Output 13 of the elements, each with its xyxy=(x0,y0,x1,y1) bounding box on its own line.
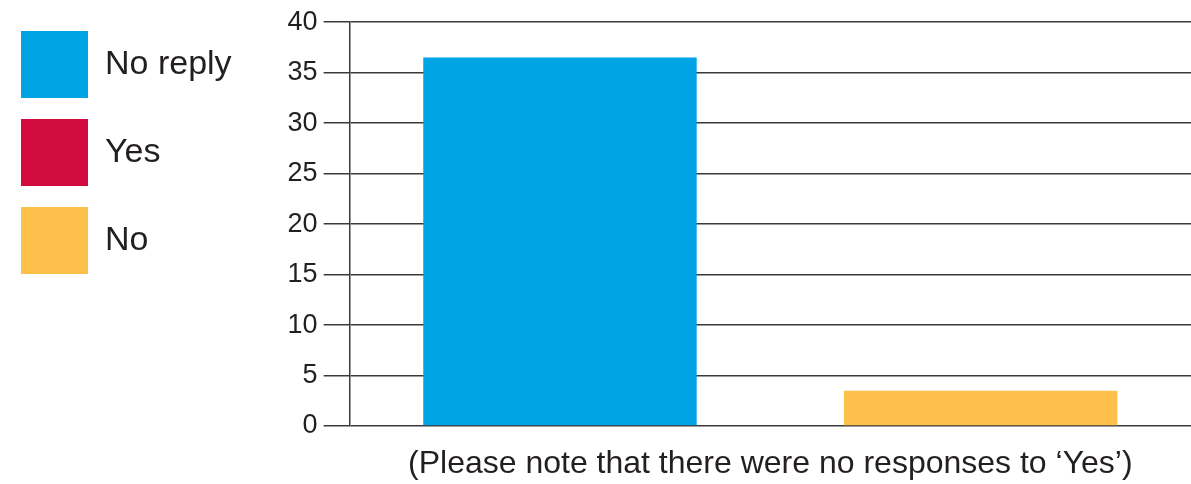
legend-label: No xyxy=(105,218,149,257)
y-tick-label: 40 xyxy=(287,5,318,36)
legend-label: No reply xyxy=(105,42,232,81)
y-tick-label: 30 xyxy=(287,106,318,137)
y-tick-label: 20 xyxy=(287,207,318,238)
text: (Please note that there were no responses to ‘Yes’) xyxy=(408,443,1133,480)
y-tick-label: 10 xyxy=(287,308,318,339)
y-tick-label: 25 xyxy=(287,157,318,188)
y-tick-label: 5 xyxy=(302,358,318,389)
legend-label: Yes xyxy=(105,130,161,169)
y-tick-label: 15 xyxy=(287,258,318,289)
y-tick-label: 35 xyxy=(287,56,318,87)
y-tick-label: 0 xyxy=(302,409,318,440)
